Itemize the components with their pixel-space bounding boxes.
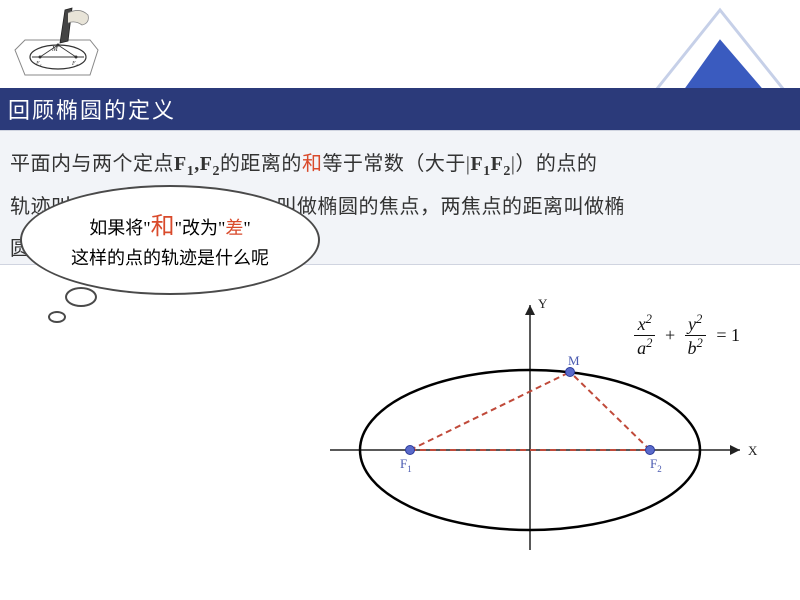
svg-text:F₁: F₁: [35, 61, 42, 67]
def-f1f2-abs: F1F2: [470, 153, 510, 175]
bubble-word-sum: 和: [151, 214, 175, 240]
def-text: 叫做椭圆的焦点，两焦点的距离叫做椭: [277, 196, 626, 218]
bubble-tail: [48, 311, 66, 323]
y-axis-label: Y: [538, 296, 548, 311]
bubble-body: 如果将"和"改为"差" 这样的点的轨迹是什么呢: [20, 185, 320, 295]
x-axis-label: X: [748, 443, 758, 458]
bubble-text: 如果将": [89, 218, 150, 238]
def-text: 等于常数（大于|: [322, 153, 470, 175]
svg-text:F₂: F₂: [71, 61, 78, 67]
def-text: 的距离的: [220, 153, 302, 175]
def-text: |）的点的: [511, 153, 598, 175]
ellipse-equation: x2a2 + y2b2 = 1: [634, 312, 740, 359]
bubble-text-line2: 这样的点的轨迹是什么呢: [71, 245, 269, 272]
ellipse-diagram: Y X M F1 F2 x2a2 + y2b2 = 1: [320, 290, 780, 570]
bubble-text: "改为": [175, 218, 226, 238]
f1-label: F1: [400, 456, 412, 474]
section-title: 回顾椭圆的定义: [8, 93, 176, 125]
bubble-text: ": [243, 218, 250, 238]
f2-label: F2: [650, 456, 662, 474]
def-sum-word: 和: [302, 153, 323, 175]
line-f2-m: [570, 372, 650, 450]
hand-drawing-icon: M F₁ F₂: [10, 5, 100, 85]
y-axis-arrow: [525, 305, 535, 315]
def-f1f2: F1,F2: [174, 153, 220, 175]
bubble-tail: [65, 287, 97, 307]
point-f1: [406, 446, 415, 455]
bubble-word-diff: 差: [225, 218, 243, 238]
x-axis-arrow: [730, 445, 740, 455]
point-f2: [646, 446, 655, 455]
m-label: M: [568, 353, 580, 368]
thought-bubble: 如果将"和"改为"差" 这样的点的轨迹是什么呢: [20, 185, 320, 315]
point-m: [566, 368, 575, 377]
section-header: 回顾椭圆的定义: [0, 88, 800, 130]
def-text: 平面内与两个定点: [10, 153, 174, 175]
